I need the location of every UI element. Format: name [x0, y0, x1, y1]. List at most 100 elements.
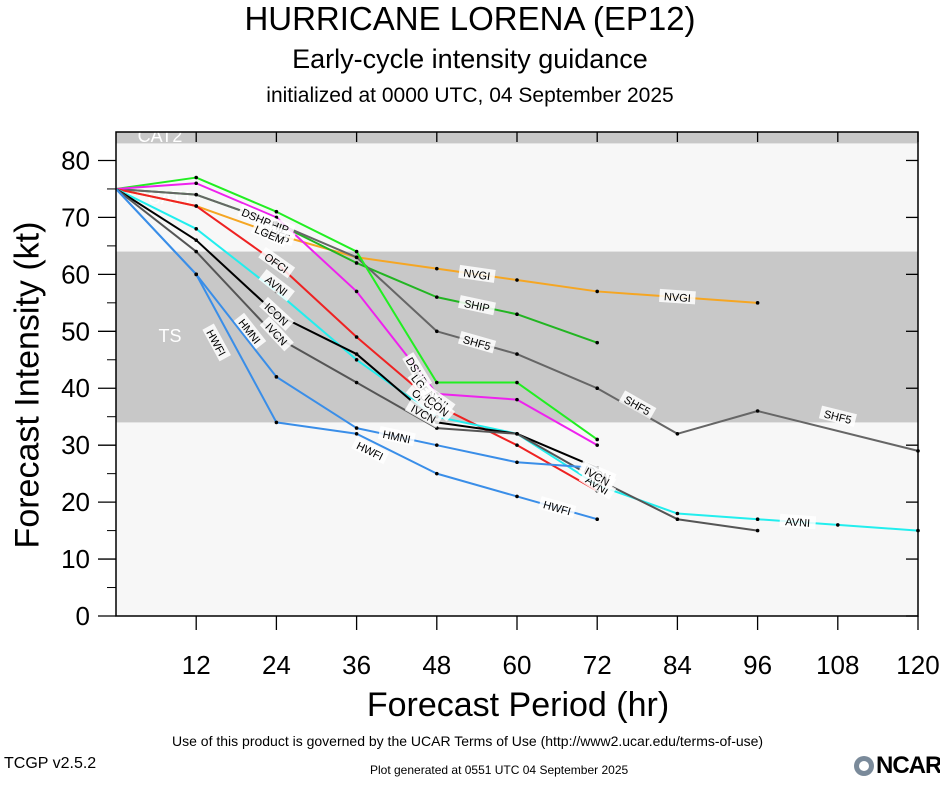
y-tick-label: 30: [61, 430, 90, 460]
series-label-bg: [259, 296, 295, 331]
data-point-ship: [595, 340, 599, 345]
data-point-nvgi: [755, 301, 760, 305]
y-tick-label: 40: [61, 373, 90, 403]
y-tick-label: 80: [61, 145, 90, 175]
series-label-avni: AVNI: [779, 513, 817, 530]
series-label-hmni: HMNI: [377, 426, 416, 447]
x-tick-label: 96: [743, 650, 772, 680]
band-label-ts: TS: [158, 326, 181, 346]
series-label-bg: [377, 426, 416, 447]
chart-init-line: initialized at 0000 UTC, 04 September 20…: [266, 84, 674, 107]
data-point-avni: [836, 523, 840, 527]
x-axis-label: Forecast Period (hr): [366, 686, 670, 724]
x-tick-label: 48: [422, 650, 451, 680]
series-label-bg: [458, 295, 496, 316]
band-label-cat2: CAT2: [138, 126, 183, 146]
x-tick-label: 120: [896, 650, 939, 680]
data-point-ofci: [515, 443, 519, 447]
data-point-lgem: [354, 289, 359, 294]
data-point-shf5: [595, 386, 599, 391]
series-label-bg: [818, 405, 857, 427]
series-label-bg: [538, 496, 577, 519]
y-tick-label: 70: [61, 202, 90, 232]
data-point-avni: [675, 511, 680, 516]
series-label-bg: [659, 288, 696, 305]
data-point-dshp: [354, 249, 359, 254]
data-point-lgem: [194, 181, 198, 186]
data-point-shf5: [435, 329, 439, 334]
series-label-text: SHIP: [463, 298, 491, 315]
generated-timestamp: Plot generated at 0551 UTC 04 September …: [370, 763, 629, 777]
data-point-hmni: [435, 443, 439, 447]
data-point-avni: [194, 227, 198, 231]
data-point-nvgi: [515, 278, 519, 282]
y-tick-label: 60: [61, 259, 90, 289]
data-point-dshp: [435, 380, 439, 385]
data-point-ivcn: [515, 431, 519, 436]
series-label-bg: [259, 316, 294, 352]
series-label-bg: [351, 436, 390, 465]
x-tick-label: 36: [342, 650, 371, 680]
data-point-ofci: [354, 335, 359, 339]
data-point-ivcn: [675, 517, 680, 521]
data-point-ship: [515, 312, 519, 317]
data-point-dshp: [194, 175, 198, 180]
data-point-shf5: [755, 409, 760, 413]
data-point-avni: [354, 357, 359, 362]
data-point-hwfi: [595, 517, 599, 521]
series-label-nvgi: NVGI: [458, 264, 496, 284]
data-point-dshp: [515, 380, 519, 385]
series-label-bg: [258, 246, 296, 279]
x-tick-label: 12: [182, 650, 211, 680]
y-tick-label: 20: [61, 487, 90, 517]
data-point-hwfi: [274, 420, 279, 425]
data-point-avni: [755, 517, 760, 521]
data-point-ivcn: [194, 249, 198, 254]
series-label-nvgi: NVGI: [659, 288, 696, 305]
series-label-bg: [233, 312, 267, 350]
series-label-bg: [404, 398, 443, 428]
ncar-logo: NCAR: [852, 752, 940, 780]
y-axis-label: Forecast Intensity (kt): [8, 221, 47, 549]
series-label-text: NVGI: [663, 291, 691, 305]
data-point-dshp: [274, 209, 279, 214]
data-point-ofci: [194, 204, 198, 208]
data-point-nvgi: [435, 266, 439, 271]
data-point-shf5: [354, 255, 359, 260]
y-tick-label: 0: [76, 601, 90, 631]
data-point-ship: [435, 295, 439, 299]
series-label-bg: [237, 203, 276, 230]
data-point-hmni: [274, 375, 279, 379]
data-point-hwfi: [194, 272, 198, 277]
series-label-bg: [779, 513, 817, 530]
x-tick-label: 72: [583, 650, 612, 680]
data-point-hmni: [515, 460, 519, 465]
data-point-lgem: [515, 397, 519, 402]
x-tick-label: 60: [503, 650, 532, 680]
y-tick-label: 50: [61, 316, 90, 346]
series-label-text: AVNI: [785, 516, 811, 530]
ncar-logo-icon: [854, 756, 874, 776]
data-point-hwfi: [435, 471, 439, 476]
series-label-bg: [458, 264, 496, 283]
x-tick-label: 84: [663, 650, 692, 680]
data-point-shf5: [675, 431, 680, 436]
x-tick-label: 108: [816, 650, 859, 680]
data-point-ivcn: [354, 380, 359, 385]
series-label-ship: SHIP: [458, 295, 496, 316]
x-tick-label: 24: [262, 650, 291, 680]
data-point-nvgi: [595, 289, 599, 294]
terms-notice: Use of this product is governed by the U…: [172, 733, 764, 749]
y-tick-label: 10: [61, 544, 90, 574]
series-label-text: HMNI: [381, 429, 411, 447]
series-label-bg: [578, 461, 617, 491]
data-point-ship: [354, 261, 359, 265]
ncar-logo-text: NCAR: [876, 752, 940, 779]
data-point-shf5: [194, 192, 198, 197]
series-label-text: NVGI: [463, 268, 491, 284]
data-point-icon: [354, 352, 359, 356]
data-point-icon: [194, 238, 198, 242]
series-label-bg: [250, 220, 290, 248]
series-label-bg: [457, 331, 497, 354]
